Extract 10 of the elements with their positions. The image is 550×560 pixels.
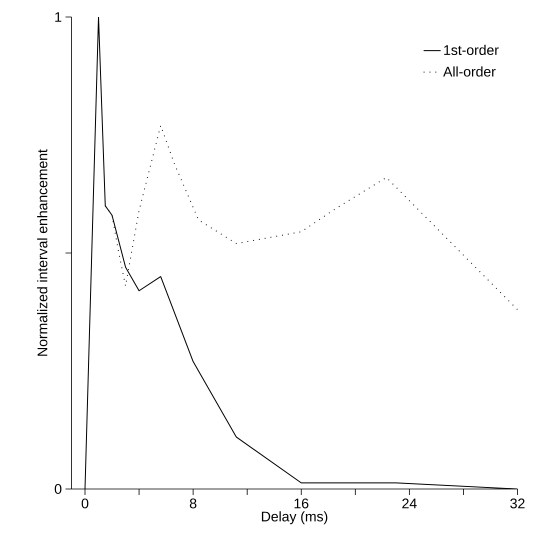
x-tick-label: 0 (82, 498, 88, 508)
legend-label: 1st-order (444, 44, 499, 56)
x-tick-label: 8 (190, 498, 196, 508)
x-tick-label: 32 (510, 498, 525, 508)
x-axis-title: Delay (ms) (262, 511, 328, 524)
y-axis-title: Normalized interval enhancement (37, 149, 48, 356)
legend-label: All-order (443, 66, 496, 77)
x-tick-label: 16 (294, 498, 308, 508)
x-tick-label: 24 (402, 498, 417, 508)
y-tick-label: 1 (55, 12, 62, 22)
